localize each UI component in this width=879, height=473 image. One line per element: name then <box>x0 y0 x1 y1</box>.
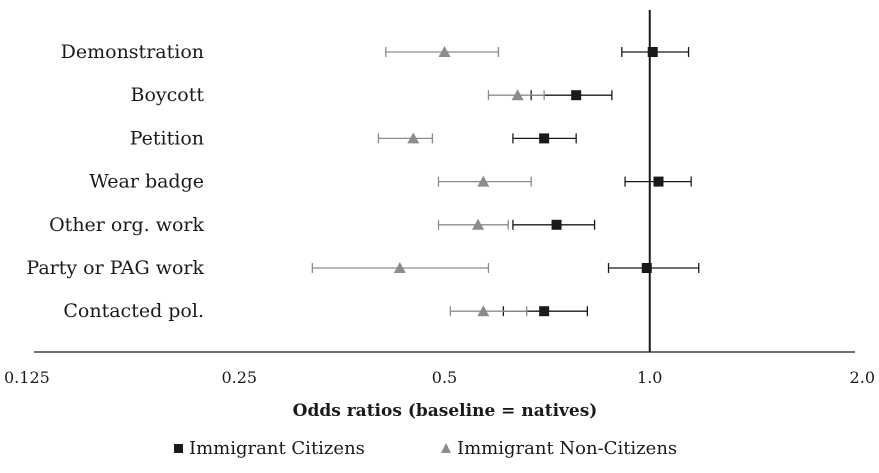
x-tick-label: 2.0 <box>850 368 875 387</box>
category-label: Contacted pol. <box>63 300 204 322</box>
point-square-citizens <box>551 219 562 230</box>
x-axis: 0.125 0.25 0.5 1.0 2.0 <box>4 351 875 387</box>
x-tick-label: 0.125 <box>4 368 50 387</box>
x-tick-label: 1.0 <box>637 368 662 387</box>
legend-label: Immigrant Citizens <box>189 438 365 459</box>
x-tick-label: 0.25 <box>221 368 257 387</box>
x-tick-label: 0.5 <box>432 368 457 387</box>
error-bars <box>311 47 700 317</box>
point-square-citizens <box>641 263 652 273</box>
category-label: Other org. work <box>49 214 204 236</box>
point-square-citizens <box>647 47 658 57</box>
point-square-citizens <box>653 176 664 187</box>
point-triangle-noncitizens <box>477 305 490 317</box>
point-triangle-noncitizens <box>472 218 485 230</box>
legend-triangle-icon <box>441 443 451 453</box>
category-label: Wear badge <box>89 171 204 193</box>
point-markers <box>393 46 664 317</box>
category-label: Petition <box>130 127 204 149</box>
legend-label: Immigrant Non-Citizens <box>457 438 677 459</box>
category-labels: Demonstration Boycott Petition Wear badge Ot… <box>26 41 204 322</box>
point-square-citizens <box>539 306 550 317</box>
category-label: Boycott <box>131 84 205 106</box>
point-square-citizens <box>539 133 550 144</box>
category-label: Demonstration <box>61 41 204 63</box>
x-axis-title: Odds ratios (baseline = natives) <box>293 401 598 421</box>
legend: Immigrant Citizens Immigrant Non-Citizens <box>174 438 677 459</box>
point-triangle-noncitizens <box>438 46 451 57</box>
point-triangle-noncitizens <box>393 262 406 273</box>
category-label: Party or PAG work <box>26 257 204 279</box>
legend-square-icon <box>174 444 183 453</box>
point-triangle-noncitizens <box>407 132 420 144</box>
point-triangle-noncitizens <box>477 175 490 187</box>
point-square-citizens <box>571 90 582 101</box>
point-triangle-noncitizens <box>511 89 524 101</box>
